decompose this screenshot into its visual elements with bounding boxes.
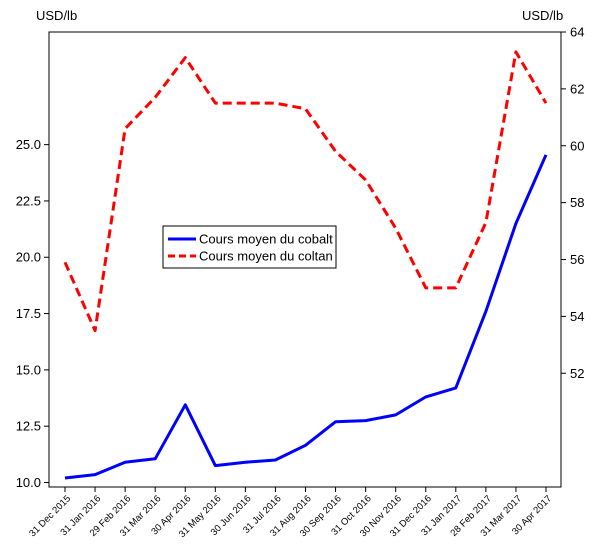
left-tick-label: 12.5 (16, 419, 41, 434)
right-axis: 52 54 56 58 60 62 64 (561, 25, 584, 381)
left-tick-label: 22.5 (16, 193, 41, 208)
left-axis: 10.0 12.5 15.0 17.5 20.0 22.5 25.0 (16, 137, 49, 490)
right-axis-unit: USD/lb (522, 8, 563, 23)
series-layer (63, 50, 548, 480)
right-tick-label: 64 (570, 25, 584, 40)
legend-box (162, 225, 337, 269)
left-tick-label: 17.5 (16, 306, 41, 321)
right-tick-label: 52 (570, 366, 584, 381)
right-tick-label: 58 (570, 195, 584, 210)
right-tick-label: 54 (570, 309, 584, 324)
legend-label-cobalt: Cours moyen du cobalt (199, 232, 333, 247)
left-axis-unit: USD/lb (36, 8, 77, 23)
right-tick-label: 60 (570, 138, 584, 153)
left-tick-label: 20.0 (16, 250, 41, 265)
series-line-cobalt (64, 154, 548, 480)
left-tick-label: 10.0 (16, 475, 41, 490)
legend-label-coltan: Cours moyen du coltan (199, 249, 333, 264)
series-line-coltan (63, 50, 548, 333)
legend: Cours moyen du cobalt Cours moyen du col… (162, 225, 337, 269)
left-tick-label: 15.0 (16, 362, 41, 377)
left-tick-label: 25.0 (16, 137, 41, 152)
right-tick-label: 56 (570, 252, 584, 267)
right-tick-label: 62 (570, 81, 584, 96)
